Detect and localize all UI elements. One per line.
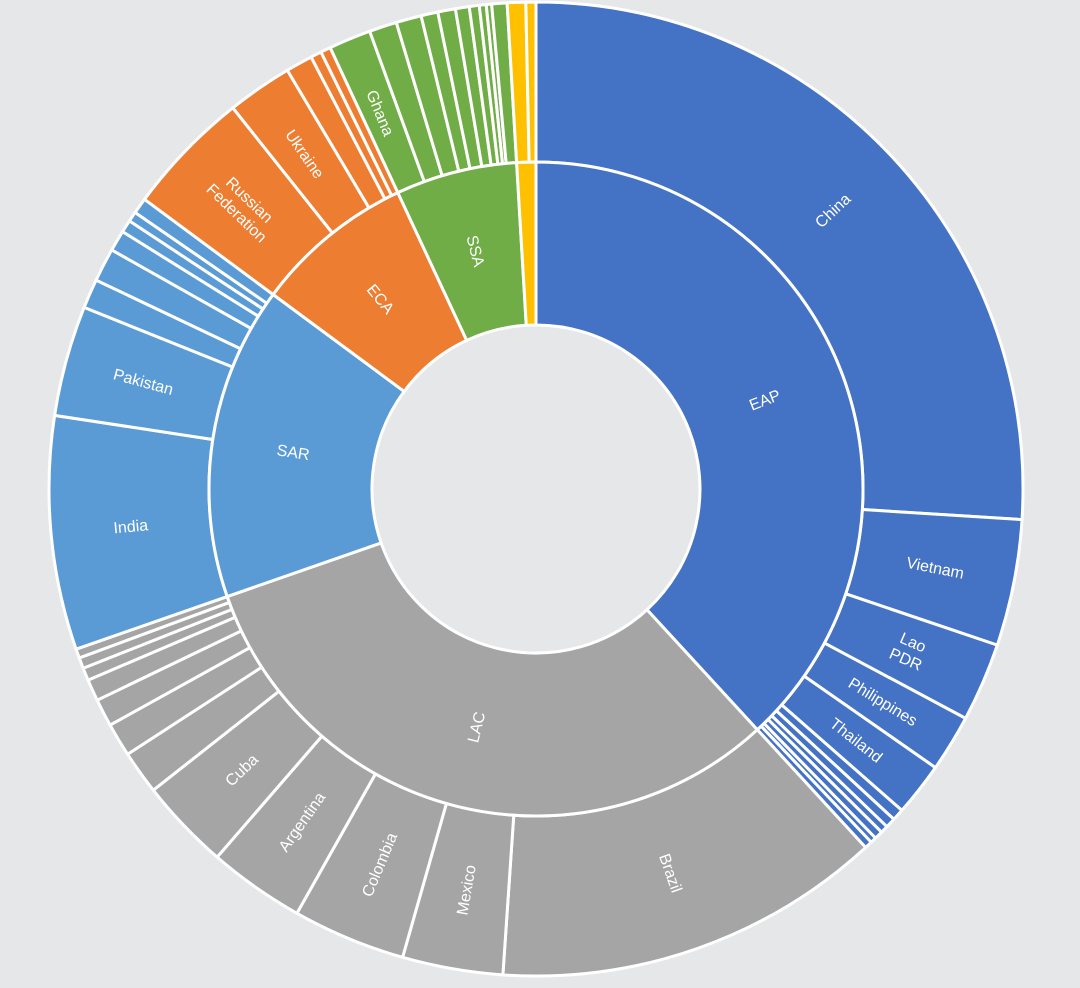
region-segment-lac <box>225 541 759 818</box>
country-segment-other-5-1 <box>524 0 538 164</box>
region-label-sar: SAR <box>276 442 311 464</box>
inner-ring <box>207 160 865 818</box>
region-segment-other-5 <box>515 160 538 327</box>
region-segment-sar <box>207 292 406 599</box>
region-segment-eap <box>534 160 865 732</box>
country-label-india: India <box>113 517 149 537</box>
outer-ring <box>47 0 1025 978</box>
